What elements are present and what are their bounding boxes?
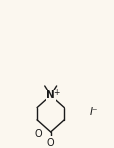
Text: +: + — [53, 88, 59, 97]
Text: N: N — [46, 90, 55, 100]
Text: O: O — [47, 139, 54, 148]
Text: O: O — [34, 129, 42, 139]
Text: I⁻: I⁻ — [89, 107, 97, 117]
